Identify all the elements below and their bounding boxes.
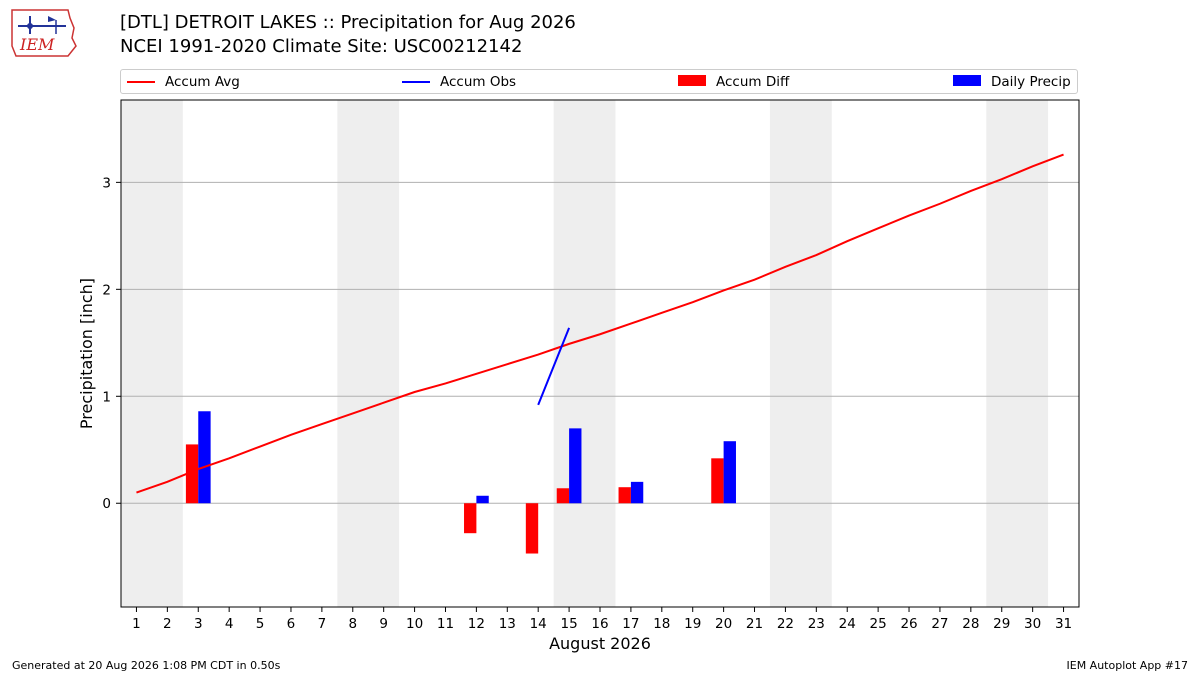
accum-avg-line bbox=[136, 153, 1064, 494]
y-axis-label: Precipitation [inch] bbox=[77, 278, 96, 429]
legend-swatch-accum-avg bbox=[127, 81, 155, 83]
weekend-band bbox=[553, 100, 616, 607]
legend-swatch-daily-precip bbox=[953, 75, 981, 86]
x-tick-label: 28 bbox=[962, 616, 979, 632]
daily-precip-bar bbox=[569, 428, 582, 504]
x-tick-label: 3 bbox=[194, 616, 203, 632]
accum-diff-bar bbox=[618, 487, 631, 504]
x-tick-label: 19 bbox=[684, 616, 701, 632]
x-tick-label: 18 bbox=[653, 616, 670, 632]
x-tick-label: 11 bbox=[437, 616, 454, 632]
x-tick-label: 16 bbox=[591, 616, 608, 632]
y-tick-label: 1 bbox=[102, 389, 111, 405]
legend: Accum Avg Accum Obs Accum Diff Daily Pre… bbox=[120, 69, 1078, 94]
accum-diff-bar bbox=[185, 444, 199, 504]
x-tick-label: 26 bbox=[900, 616, 917, 632]
y-tick-label: 2 bbox=[102, 282, 111, 298]
x-axis-label: August 2026 bbox=[549, 634, 651, 653]
x-tick-label: 10 bbox=[406, 616, 423, 632]
daily-precip-bar bbox=[476, 495, 489, 504]
daily-precip-bar bbox=[198, 411, 211, 504]
daily-precip-bar bbox=[723, 441, 736, 504]
chart-subtitle: NCEI 1991-2020 Climate Site: USC00212142 bbox=[120, 36, 523, 57]
accum-diff-bar bbox=[464, 503, 477, 534]
logo-text: IEM bbox=[19, 35, 55, 54]
x-tick-label: 31 bbox=[1055, 616, 1072, 632]
weekend-band bbox=[986, 100, 1049, 607]
x-tick-label: 12 bbox=[468, 616, 485, 632]
x-tick-label: 7 bbox=[318, 616, 327, 632]
x-tick-label: 22 bbox=[777, 616, 794, 632]
y-tick-label: 0 bbox=[102, 496, 111, 512]
x-tick-label: 29 bbox=[993, 616, 1010, 632]
weekend-band bbox=[121, 100, 183, 607]
daily-precip-bar bbox=[630, 481, 644, 504]
x-tick-label: 24 bbox=[839, 616, 856, 632]
x-tick-label: 25 bbox=[870, 616, 887, 632]
accum-diff-bar bbox=[711, 458, 724, 504]
legend-swatch-accum-diff bbox=[678, 75, 706, 86]
x-tick-label: 20 bbox=[715, 616, 732, 632]
generated-footer: Generated at 20 Aug 2026 1:08 PM CDT in … bbox=[12, 659, 281, 672]
x-tick-label: 23 bbox=[808, 616, 825, 632]
x-tick-label: 8 bbox=[348, 616, 357, 632]
legend-label-accum-avg: Accum Avg bbox=[165, 74, 240, 90]
x-tick-label: 17 bbox=[622, 616, 639, 632]
iem-logo: IEM bbox=[11, 9, 77, 57]
legend-label-daily-precip: Daily Precip bbox=[991, 74, 1071, 90]
x-tick-label: 21 bbox=[746, 616, 763, 632]
x-tick-label: 1 bbox=[132, 616, 141, 632]
x-tick-label: 4 bbox=[225, 616, 234, 632]
accum-diff-bar bbox=[556, 488, 570, 504]
x-tick-label: 27 bbox=[931, 616, 948, 632]
x-tick-label: 5 bbox=[256, 616, 265, 632]
accum-obs-line bbox=[537, 327, 571, 406]
x-tick-label: 30 bbox=[1024, 616, 1041, 632]
legend-swatch-accum-obs bbox=[402, 81, 430, 83]
app-footer: IEM Autoplot App #17 bbox=[1066, 659, 1189, 672]
weekend-band bbox=[769, 100, 832, 607]
y-tick-label: 3 bbox=[102, 175, 111, 191]
x-tick-label: 14 bbox=[530, 616, 547, 632]
x-tick-label: 15 bbox=[561, 616, 578, 632]
x-tick-label: 9 bbox=[379, 616, 388, 632]
x-tick-label: 6 bbox=[287, 616, 296, 632]
chart-title: [DTL] DETROIT LAKES :: Precipitation for… bbox=[120, 12, 576, 33]
legend-label-accum-diff: Accum Diff bbox=[716, 74, 790, 90]
accum-diff-bar bbox=[525, 503, 539, 554]
x-tick-label: 13 bbox=[499, 616, 516, 632]
weekend-band bbox=[337, 100, 400, 607]
x-tick-label: 2 bbox=[163, 616, 172, 632]
legend-label-accum-obs: Accum Obs bbox=[440, 74, 517, 90]
